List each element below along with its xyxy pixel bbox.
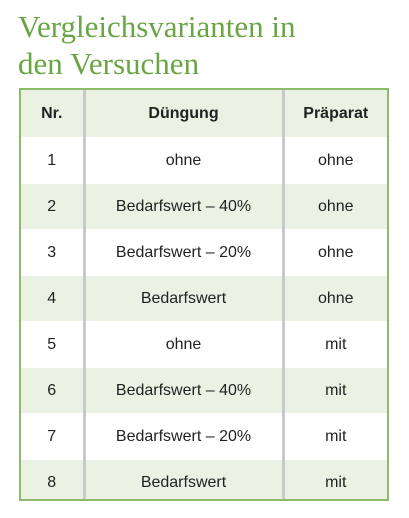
title-line-1: Vergleichsvarianten in: [18, 9, 296, 44]
cell-nr: 2: [21, 183, 86, 230]
table-row: 1 ohne ohne: [21, 137, 387, 184]
cell-praeparat: ohne: [283, 229, 387, 276]
cell-nr: 7: [21, 413, 86, 460]
cell-duengung: Bedarfswert – 20%: [84, 229, 285, 276]
cell-duengung: Bedarfswert: [84, 459, 285, 499]
cell-praeparat: mit: [283, 413, 387, 460]
cell-praeparat: mit: [283, 321, 387, 368]
cell-duengung: Bedarfswert – 20%: [84, 413, 285, 460]
cell-nr: 5: [21, 321, 86, 368]
cell-duengung: ohne: [84, 321, 285, 368]
cell-nr: 4: [21, 275, 86, 322]
table-row: 7 Bedarfswert – 20% mit: [21, 413, 387, 460]
header-praeparat: Präparat: [283, 90, 387, 138]
header-duengung: Düngung: [84, 90, 285, 138]
cell-nr: 3: [21, 229, 86, 276]
cell-praeparat: ohne: [283, 137, 387, 184]
cell-praeparat: ohne: [283, 183, 387, 230]
cell-nr: 8: [21, 459, 86, 499]
page-title: Vergleichsvarianten in den Versuchen: [18, 8, 398, 82]
cell-duengung: ohne: [84, 137, 285, 184]
table-header-row: Nr. Düngung Präparat: [21, 90, 387, 138]
table-row: 6 Bedarfswert – 40% mit: [21, 367, 387, 414]
cell-praeparat: mit: [283, 459, 387, 499]
variants-table: Nr. Düngung Präparat 1 ohne ohne 2 Bedar…: [21, 90, 387, 499]
cell-duengung: Bedarfswert – 40%: [84, 367, 285, 414]
cell-duengung: Bedarfswert: [84, 275, 285, 322]
variants-table-container: Nr. Düngung Präparat 1 ohne ohne 2 Bedar…: [19, 88, 389, 501]
cell-praeparat: mit: [283, 367, 387, 414]
cell-nr: 1: [21, 137, 86, 184]
table-row: 4 Bedarfswert ohne: [21, 275, 387, 322]
cell-duengung: Bedarfswert – 40%: [84, 183, 285, 230]
table-row: 2 Bedarfswert – 40% ohne: [21, 183, 387, 230]
table-row: 8 Bedarfswert mit: [21, 459, 387, 499]
table-row: 5 ohne mit: [21, 321, 387, 368]
title-line-2: den Versuchen: [18, 46, 200, 81]
cell-praeparat: ohne: [283, 275, 387, 322]
table-row: 3 Bedarfswert – 20% ohne: [21, 229, 387, 276]
header-nr: Nr.: [21, 90, 86, 138]
cell-nr: 6: [21, 367, 86, 414]
